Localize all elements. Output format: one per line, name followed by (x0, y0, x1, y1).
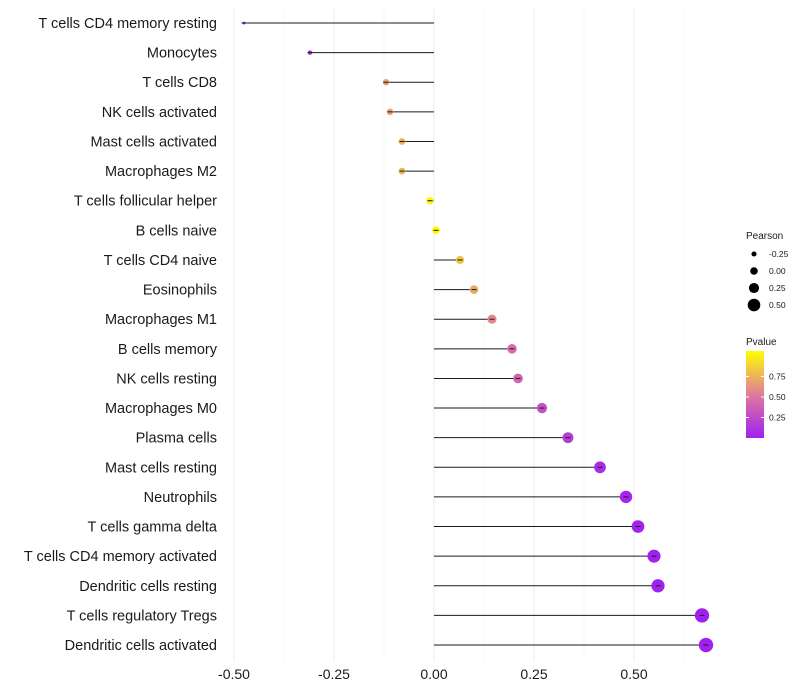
category-label: Mast cells activated (90, 134, 217, 150)
category-label: B cells naive (136, 223, 217, 239)
category-label: Macrophages M0 (105, 401, 217, 417)
size-legend-dot (748, 282, 760, 294)
size-legend-title: Pearson (746, 231, 783, 242)
category-label: T cells follicular helper (74, 194, 217, 210)
size-legend-label: -0.25 (769, 249, 789, 259)
size-legend-label: 0.50 (769, 300, 786, 310)
x-tick-label: -0.25 (318, 666, 350, 682)
category-label: Eosinophils (143, 283, 217, 299)
category-label: T cells CD4 memory activated (24, 549, 217, 565)
category-label: T cells CD4 memory resting (38, 16, 217, 32)
x-tick-label: 0.25 (520, 666, 547, 682)
color-legend-ticks: 0.75 0.50 0.25 (746, 371, 786, 422)
category-label: Dendritic cells resting (79, 579, 217, 595)
dots (241, 21, 714, 653)
legends: Pearson -0.25 0.00 0.25 0.50 Pvalue 0.75 0.5… (746, 231, 789, 438)
grid-lines (233, 8, 685, 660)
x-tick-label: -0.50 (218, 666, 250, 682)
category-labels: T cells CD4 memory resting Monocytes T cel… (24, 16, 218, 654)
color-legend-title: Pvalue (746, 337, 777, 348)
category-label: NK cells resting (116, 371, 217, 387)
category-label: Plasma cells (136, 431, 217, 447)
category-label: Neutrophils (144, 490, 217, 506)
x-tick-label: 0.00 (420, 666, 447, 682)
category-label: T cells CD8 (142, 75, 217, 91)
size-legend-label: 0.00 (769, 266, 786, 276)
category-label: Monocytes (147, 46, 217, 62)
category-label: Mast cells resting (105, 460, 217, 476)
category-label: Macrophages M2 (105, 164, 217, 180)
size-legend-dot (747, 298, 761, 312)
color-legend-label: 0.75 (769, 371, 786, 381)
color-legend-bar (746, 351, 764, 438)
category-label: T cells regulatory Tregs (67, 608, 217, 624)
x-axis-ticks: -0.50 -0.25 0.00 0.25 0.50 (218, 666, 648, 682)
size-legend-dot (751, 251, 757, 257)
color-legend-label: 0.25 (769, 412, 786, 422)
color-legend-label: 0.50 (769, 392, 786, 402)
size-legend-label: 0.25 (769, 283, 786, 293)
category-label: Dendritic cells activated (65, 638, 217, 654)
category-label: Macrophages M1 (105, 312, 217, 328)
x-tick-label: 0.50 (620, 666, 647, 682)
category-label: T cells CD4 naive (104, 253, 217, 269)
category-label: NK cells activated (102, 105, 217, 121)
size-legend-dot (750, 267, 758, 275)
stems (244, 22, 706, 646)
category-label: T cells gamma delta (88, 520, 218, 536)
size-legend: -0.25 0.00 0.25 0.50 (747, 249, 789, 312)
category-label: B cells memory (118, 342, 218, 358)
